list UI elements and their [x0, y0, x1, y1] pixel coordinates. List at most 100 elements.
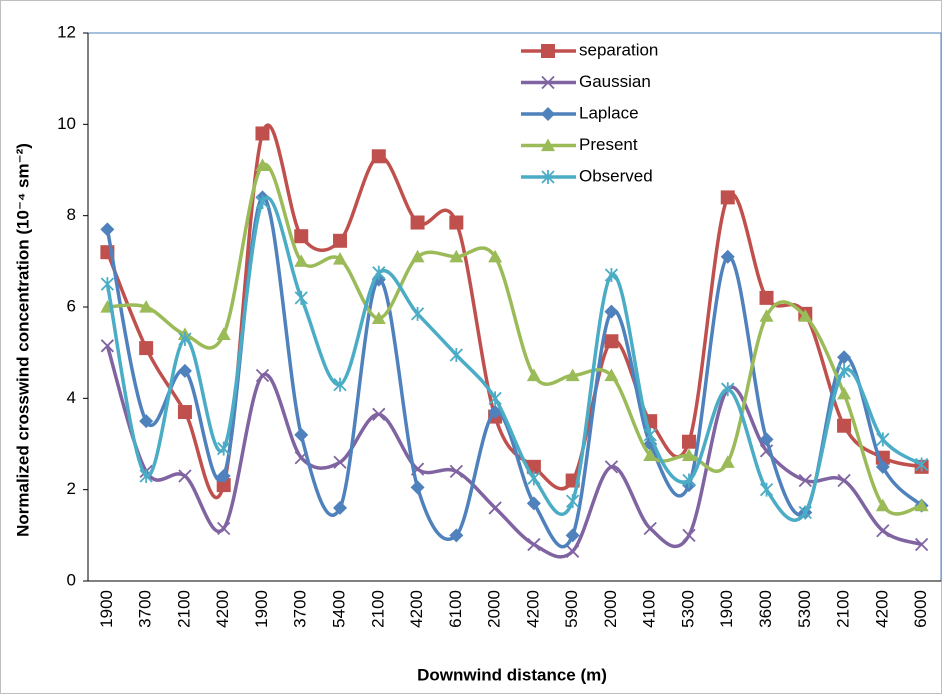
legend-label: Gaussian — [579, 72, 651, 91]
marker — [139, 414, 154, 429]
marker — [178, 331, 192, 346]
marker — [449, 464, 463, 479]
marker — [604, 460, 619, 474]
marker — [410, 215, 425, 230]
marker — [294, 254, 309, 267]
marker — [371, 149, 386, 164]
marker — [541, 44, 555, 58]
marker — [837, 418, 852, 433]
marker — [527, 471, 541, 486]
series — [100, 190, 929, 549]
marker — [526, 368, 541, 382]
x-tick-label: 4200 — [407, 590, 426, 628]
y-tick-label: 4 — [67, 388, 76, 407]
legend-label: separation — [579, 40, 658, 59]
marker — [178, 469, 192, 483]
marker — [604, 334, 619, 349]
marker — [681, 448, 696, 462]
x-tick-label: 3600 — [756, 590, 775, 628]
marker — [566, 544, 580, 558]
marker — [333, 252, 348, 265]
marker — [216, 468, 231, 483]
marker — [294, 229, 309, 244]
marker — [372, 265, 386, 280]
marker — [721, 382, 735, 397]
marker — [333, 377, 347, 392]
marker — [255, 368, 270, 383]
legend-item: Observed — [521, 166, 653, 185]
marker — [798, 309, 813, 322]
marker — [837, 363, 851, 378]
legend-label: Laplace — [579, 103, 639, 122]
marker — [527, 537, 541, 552]
x-tick-label: 4200 — [872, 590, 891, 628]
y-tick-label: 6 — [67, 296, 76, 315]
marker — [488, 391, 502, 406]
x-tick-label: 5900 — [562, 590, 581, 628]
marker — [759, 432, 774, 447]
x-tick-label: 2000 — [601, 590, 620, 628]
x-tick-label: 6100 — [446, 590, 465, 628]
marker — [604, 368, 619, 382]
x-tick-label: 2000 — [485, 590, 504, 628]
y-tick-label: 0 — [67, 570, 76, 589]
marker — [643, 448, 658, 462]
marker — [720, 190, 735, 205]
marker — [449, 249, 464, 263]
series — [100, 194, 929, 522]
marker — [100, 222, 115, 237]
marker — [217, 521, 231, 536]
marker — [565, 368, 580, 382]
marker — [139, 468, 153, 483]
marker — [914, 498, 929, 512]
x-tick-label: 4100 — [640, 590, 659, 628]
marker — [177, 405, 192, 420]
marker — [720, 249, 735, 264]
legend-item: separation — [521, 40, 658, 59]
marker — [643, 427, 657, 442]
x-axis-title: Downwind distance (m) — [417, 665, 607, 684]
marker — [449, 347, 463, 362]
marker — [410, 480, 425, 495]
legend-item: Laplace — [521, 103, 639, 122]
marker — [876, 524, 890, 538]
x-tick-label: 3700 — [136, 590, 155, 628]
marker — [876, 432, 890, 447]
marker — [255, 126, 270, 141]
marker — [294, 427, 309, 442]
marker — [217, 441, 231, 456]
marker — [604, 304, 619, 319]
marker — [643, 521, 657, 536]
series — [100, 158, 929, 516]
marker — [798, 505, 812, 520]
y-tick-label: 2 — [67, 479, 76, 498]
legend-label: Present — [579, 135, 638, 154]
marker — [566, 494, 580, 509]
marker — [333, 233, 348, 248]
legend-label: Observed — [579, 166, 653, 185]
marker — [372, 407, 386, 421]
x-tick-label: 3700 — [291, 590, 310, 628]
marker — [541, 138, 555, 152]
marker — [100, 339, 115, 353]
marker — [449, 215, 464, 230]
marker — [759, 290, 774, 305]
x-tick-label: 5400 — [330, 590, 349, 628]
marker — [875, 498, 890, 512]
y-tick-label: 10 — [57, 114, 76, 133]
y-tick-label: 8 — [67, 205, 76, 224]
x-tick-label: 1900 — [717, 590, 736, 628]
marker — [333, 455, 347, 469]
series — [100, 339, 929, 559]
x-tick-label: 1900 — [97, 590, 116, 628]
marker — [100, 277, 115, 292]
marker — [837, 473, 851, 488]
marker — [410, 249, 425, 263]
marker — [255, 158, 270, 172]
x-tick-label: 6000 — [911, 590, 930, 628]
marker — [681, 434, 696, 449]
marker — [541, 75, 555, 90]
legend-item: Gaussian — [521, 72, 651, 91]
marker — [875, 459, 890, 474]
